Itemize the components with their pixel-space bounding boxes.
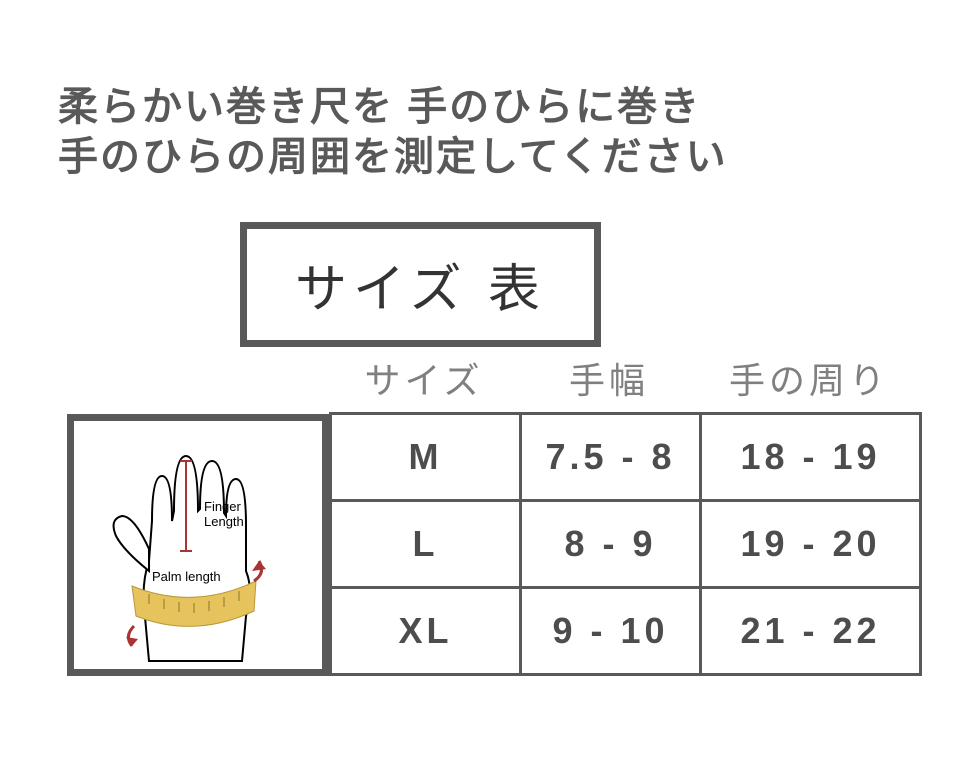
hand-diagram-box: Finger Length Palm length [67,414,329,676]
finger-label-1: Finger [204,499,242,514]
cell-circ: 21 - 22 [701,588,921,675]
hand-measurement-icon: Finger Length Palm length [94,431,314,671]
instruction-text: 柔らかい巻き尺を 手のひらに巻き 手のひらの周囲を測定してください [58,82,728,182]
header-circumference: 手の周り [699,352,919,404]
instruction-line1: 柔らかい巻き尺を 手のひらに巻き [58,82,728,132]
size-table: M 7.5 - 8 18 - 19 L 8 - 9 19 - 20 XL 9 -… [329,412,922,676]
cell-width: 9 - 10 [521,588,701,675]
table-area: サイズ 手幅 手の周り Finger Length Palm lengt [67,412,922,676]
palm-label: Palm length [152,569,221,584]
cell-size: M [331,414,521,501]
header-size: サイズ [329,352,519,404]
title-text: サイズ 表 [295,261,546,319]
cell-width: 7.5 - 8 [521,414,701,501]
table-row: L 8 - 9 19 - 20 [331,501,921,588]
table-row: XL 9 - 10 21 - 22 [331,588,921,675]
cell-size: L [331,501,521,588]
cell-circ: 19 - 20 [701,501,921,588]
finger-label-2: Length [204,514,244,529]
cell-circ: 18 - 19 [701,414,921,501]
cell-width: 8 - 9 [521,501,701,588]
header-width: 手幅 [519,352,699,404]
instruction-line2: 手のひらの周囲を測定してください [58,132,728,182]
cell-size: XL [331,588,521,675]
table-headers: サイズ 手幅 手の周り [329,352,919,404]
title-box: サイズ 表 [240,222,601,347]
table-row: M 7.5 - 8 18 - 19 [331,414,921,501]
